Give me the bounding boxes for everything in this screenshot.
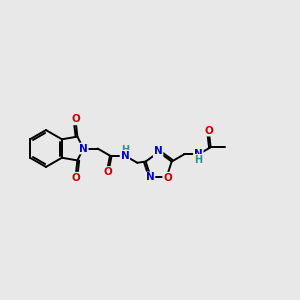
Text: N: N — [154, 146, 163, 157]
Text: O: O — [71, 114, 80, 124]
Text: H: H — [194, 155, 203, 165]
Text: O: O — [163, 173, 172, 183]
Text: H: H — [121, 145, 129, 155]
Text: N: N — [194, 149, 203, 159]
Text: N: N — [146, 172, 154, 182]
Text: N: N — [79, 143, 88, 154]
Text: O: O — [205, 126, 214, 136]
Text: O: O — [103, 167, 112, 177]
Text: O: O — [71, 173, 80, 183]
Text: N: N — [121, 151, 129, 160]
